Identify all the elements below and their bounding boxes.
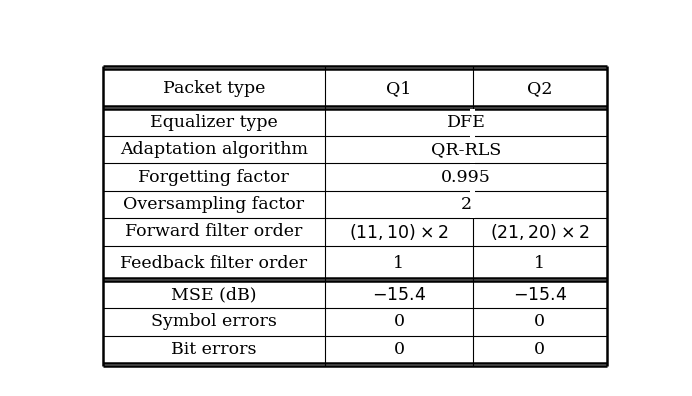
Text: $-15.4$: $-15.4$ xyxy=(513,286,567,303)
Text: 0: 0 xyxy=(534,314,545,330)
Text: $(21, 20) \times 2$: $(21, 20) \times 2$ xyxy=(490,222,590,242)
Text: Symbol errors: Symbol errors xyxy=(151,314,277,330)
Text: Equalizer type: Equalizer type xyxy=(150,114,277,131)
Text: Forward filter order: Forward filter order xyxy=(125,223,302,240)
Text: Forgetting factor: Forgetting factor xyxy=(138,169,289,186)
Text: 0.995: 0.995 xyxy=(441,169,491,186)
Text: Feedback filter order: Feedback filter order xyxy=(120,255,307,272)
Bar xyxy=(470,191,475,218)
Text: 0: 0 xyxy=(393,314,404,330)
Text: QR-RLS: QR-RLS xyxy=(431,141,501,158)
Text: Adaptation algorithm: Adaptation algorithm xyxy=(120,141,308,158)
Text: Q1: Q1 xyxy=(386,80,412,97)
Text: 1: 1 xyxy=(534,255,545,272)
Bar xyxy=(470,164,475,190)
Text: MSE (dB): MSE (dB) xyxy=(171,286,257,303)
Text: Q2: Q2 xyxy=(527,80,552,97)
Bar xyxy=(470,136,475,163)
Text: 1: 1 xyxy=(393,255,404,272)
Text: 2: 2 xyxy=(460,196,471,213)
Text: $-15.4$: $-15.4$ xyxy=(372,286,426,303)
Text: Oversampling factor: Oversampling factor xyxy=(123,196,304,213)
Text: 0: 0 xyxy=(393,341,404,358)
Text: Bit errors: Bit errors xyxy=(171,341,257,358)
Text: 0: 0 xyxy=(534,341,545,358)
Text: DFE: DFE xyxy=(446,114,485,131)
Text: $(11, 10) \times 2$: $(11, 10) \times 2$ xyxy=(349,222,448,242)
Text: Packet type: Packet type xyxy=(163,80,265,97)
Bar xyxy=(470,109,475,136)
